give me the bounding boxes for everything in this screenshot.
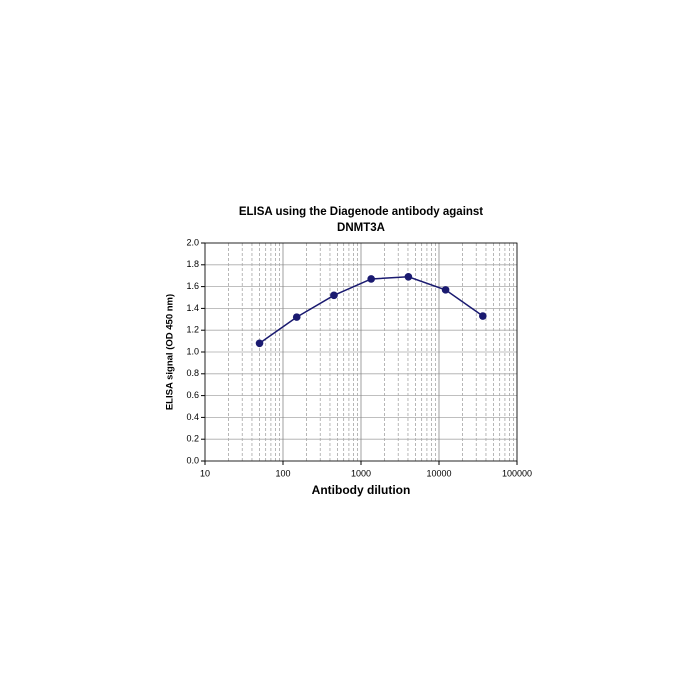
data-point [330, 291, 338, 300]
y-tick-label: 0.0 [186, 455, 199, 465]
y-tick-label: 0.4 [186, 412, 199, 422]
data-point [292, 313, 301, 321]
x-tick-label: 1000 [351, 468, 371, 478]
plot-border [204, 242, 518, 462]
y-tick-label: 1.0 [186, 346, 199, 356]
data-point [441, 286, 450, 294]
y-tick-label: 2.0 [186, 237, 199, 247]
chart-title: DNMT3A [337, 222, 385, 234]
y-tick-label: 1.8 [186, 259, 199, 269]
data-point [479, 312, 487, 320]
y-tick-label: 0.6 [186, 390, 199, 400]
chart-title: ELISA using the Diagenode antibody again… [239, 206, 483, 218]
x-tick-label: 100 [275, 468, 290, 478]
x-tick-label: 10 [200, 468, 210, 478]
y-tick-label: 1.6 [186, 281, 199, 291]
x-tick-label: 100000 [502, 468, 532, 478]
y-tick-label: 1.4 [186, 303, 199, 313]
data-point [255, 339, 264, 348]
x-axis-label: Antibody dilution [312, 483, 411, 497]
data-point [367, 275, 375, 283]
y-tick-label: 1.2 [186, 325, 199, 335]
y-tick-label: 0.2 [186, 434, 199, 444]
x-tick-label: 10000 [426, 468, 451, 478]
y-tick-label: 0.8 [186, 368, 199, 378]
y-axis-label: ELISA signal (OD 450 nm) [165, 294, 176, 410]
data-point [404, 272, 413, 281]
